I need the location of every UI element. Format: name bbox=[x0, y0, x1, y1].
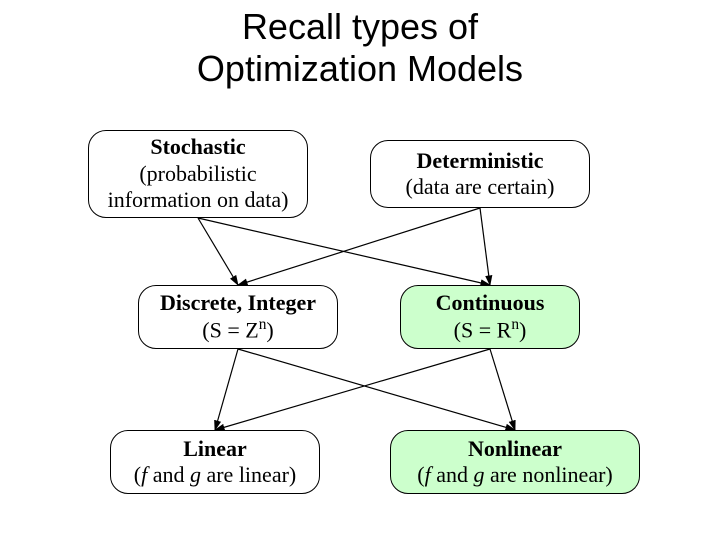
node-label: Discrete, Integer bbox=[160, 290, 316, 316]
edge-continuous-to-nonlinear bbox=[490, 349, 515, 430]
node-stochastic: Stochastic (probabilistic information on… bbox=[88, 130, 308, 218]
mid-text: and bbox=[147, 462, 190, 487]
title-line-1: Recall types of bbox=[0, 6, 720, 48]
node-sub: (probabilistic bbox=[139, 161, 256, 187]
edge-discrete-to-linear bbox=[215, 349, 238, 430]
node-sub: information on data) bbox=[108, 187, 289, 213]
edge-deterministic-to-continuous bbox=[480, 208, 490, 285]
paren-close: are linear) bbox=[201, 462, 296, 487]
edge-stochastic-to-discrete bbox=[198, 218, 238, 285]
mid-text: and bbox=[431, 462, 474, 487]
node-formula: (S = Zn) bbox=[202, 316, 273, 344]
node-label: Stochastic bbox=[150, 134, 245, 160]
edge-stochastic-to-continuous bbox=[198, 218, 490, 285]
node-label: Deterministic bbox=[416, 148, 543, 174]
node-sub: (f and g are nonlinear) bbox=[417, 462, 612, 488]
title-line-2: Optimization Models bbox=[0, 48, 720, 90]
paren-open: ( bbox=[417, 462, 424, 487]
italic-g: g bbox=[473, 462, 484, 487]
slide-title: Recall types of Optimization Models bbox=[0, 6, 720, 90]
italic-g: g bbox=[190, 462, 201, 487]
node-deterministic: Deterministic (data are certain) bbox=[370, 140, 590, 208]
edge-continuous-to-linear bbox=[215, 349, 490, 430]
paren-close: are nonlinear) bbox=[484, 462, 612, 487]
formula-prefix: (S = Z bbox=[202, 318, 258, 343]
node-nonlinear: Nonlinear (f and g are nonlinear) bbox=[390, 430, 640, 494]
node-sub: (data are certain) bbox=[406, 174, 555, 200]
paren-open: ( bbox=[134, 462, 141, 487]
node-label: Continuous bbox=[436, 290, 545, 316]
formula-suffix: ) bbox=[266, 318, 273, 343]
formula-prefix: (S = R bbox=[454, 318, 512, 343]
node-formula: (S = Rn) bbox=[454, 316, 527, 344]
edge-discrete-to-nonlinear bbox=[238, 349, 515, 430]
node-linear: Linear (f and g are linear) bbox=[110, 430, 320, 494]
node-continuous: Continuous (S = Rn) bbox=[400, 285, 580, 349]
formula-sup: n bbox=[511, 316, 519, 333]
node-label: Linear bbox=[183, 436, 247, 462]
edge-deterministic-to-discrete bbox=[238, 208, 480, 285]
node-sub: (f and g are linear) bbox=[134, 462, 296, 488]
formula-suffix: ) bbox=[519, 318, 526, 343]
node-discrete: Discrete, Integer (S = Zn) bbox=[138, 285, 338, 349]
node-label: Nonlinear bbox=[468, 436, 562, 462]
